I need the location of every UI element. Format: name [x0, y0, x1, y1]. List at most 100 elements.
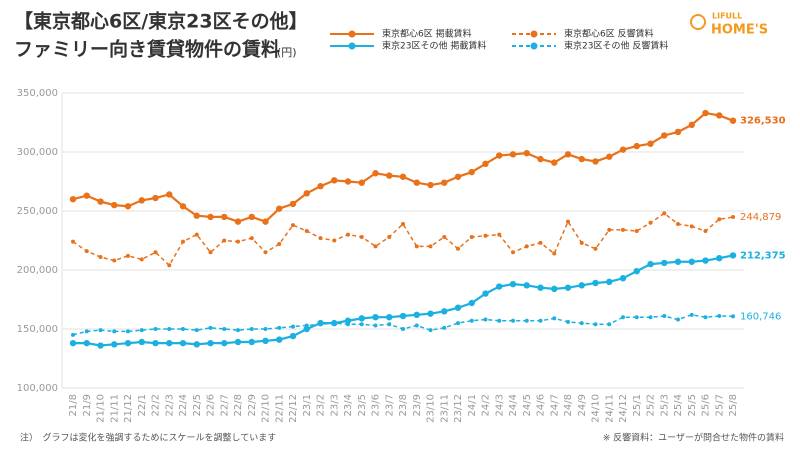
x-tick-label: 25/6: [701, 394, 712, 416]
data-point: [702, 109, 709, 117]
data-point: [551, 285, 558, 293]
x-tick-label: 25/7: [714, 394, 725, 416]
data-point: [648, 315, 653, 320]
data-point: [262, 337, 269, 344]
data-point: [606, 278, 613, 285]
data-point: [303, 190, 310, 197]
data-point: [167, 263, 172, 268]
data-point: [482, 160, 489, 167]
x-tick-label: 24/1: [467, 394, 478, 416]
data-point: [344, 317, 352, 324]
data-point: [621, 315, 625, 320]
data-point: [386, 314, 393, 321]
data-point: [454, 173, 462, 180]
y-tick-label: 150,000: [17, 324, 58, 335]
data-point: [234, 338, 242, 346]
data-point: [427, 181, 434, 189]
data-point: [509, 280, 517, 288]
x-tick-label: 23/4: [343, 394, 354, 416]
data-point: [456, 246, 460, 251]
data-point: [83, 192, 90, 199]
chart-title: 【東京都心6区/東京23区その他】: [14, 10, 308, 33]
data-point: [208, 250, 213, 255]
data-point: [524, 244, 529, 249]
data-point: [634, 315, 639, 320]
value-label: 244,879: [740, 212, 781, 223]
data-point: [566, 319, 570, 324]
data-point: [179, 203, 187, 210]
data-point: [441, 179, 448, 186]
data-point: [607, 322, 612, 327]
data-point: [83, 339, 90, 347]
data-point: [593, 322, 598, 327]
data-point: [648, 220, 653, 225]
x-tick-label: 25/8: [728, 394, 739, 416]
legend-marker: [530, 42, 538, 50]
data-point: [717, 217, 722, 222]
data-point: [538, 318, 543, 323]
x-tick-label: 23/2: [316, 394, 327, 416]
x-tick-label: 22/8: [233, 394, 244, 416]
data-point: [621, 227, 625, 232]
x-tick-label: 22/6: [206, 394, 217, 416]
x-tick-label: 22/9: [247, 394, 258, 416]
data-point: [509, 151, 517, 158]
data-point: [69, 196, 77, 203]
data-point: [303, 325, 310, 333]
data-point: [262, 218, 269, 225]
data-point: [207, 213, 214, 221]
data-point: [71, 332, 75, 337]
data-point: [633, 267, 640, 275]
data-point: [359, 234, 364, 239]
x-tick-label: 25/4: [673, 394, 684, 416]
legend-marker: [530, 30, 538, 38]
data-point: [249, 327, 254, 331]
x-tick-label: 24/12: [618, 394, 629, 423]
legend-marker: [348, 30, 356, 38]
data-point: [71, 239, 75, 244]
data-point: [676, 317, 680, 322]
data-point: [112, 258, 117, 263]
data-point: [289, 332, 297, 340]
data-point: [552, 251, 557, 256]
data-point: [181, 239, 185, 244]
data-point: [359, 322, 364, 327]
data-point: [139, 328, 144, 333]
data-point: [318, 236, 323, 241]
data-point: [399, 173, 407, 180]
data-point: [236, 328, 240, 333]
value-label: 326,530: [740, 116, 786, 127]
data-point: [234, 218, 242, 225]
data-point: [236, 239, 240, 244]
data-point: [497, 318, 502, 323]
data-point: [456, 321, 460, 326]
data-point: [729, 117, 737, 124]
x-tick-label: 23/11: [439, 394, 450, 423]
x-tick-label: 25/2: [646, 394, 657, 416]
data-point: [372, 170, 379, 177]
data-point: [179, 339, 187, 347]
data-point: [194, 328, 199, 333]
data-point: [496, 152, 503, 159]
series-line: [72, 111, 734, 223]
data-point: [592, 158, 599, 165]
x-tick-label: 22/12: [288, 394, 299, 423]
data-point: [537, 155, 544, 163]
data-point: [564, 284, 572, 291]
data-point: [194, 232, 199, 237]
data-point: [579, 321, 584, 326]
data-point: [304, 323, 309, 328]
data-point: [277, 242, 282, 247]
data-point: [413, 311, 420, 319]
series-line: [73, 254, 734, 347]
data-point: [401, 221, 405, 226]
data-point: [263, 327, 268, 331]
data-point: [689, 312, 694, 317]
data-point: [84, 249, 89, 254]
x-tick-label: 23/8: [398, 394, 409, 416]
data-point: [578, 282, 585, 289]
data-point: [483, 233, 488, 238]
data-point: [551, 159, 558, 166]
data-point: [222, 238, 227, 243]
